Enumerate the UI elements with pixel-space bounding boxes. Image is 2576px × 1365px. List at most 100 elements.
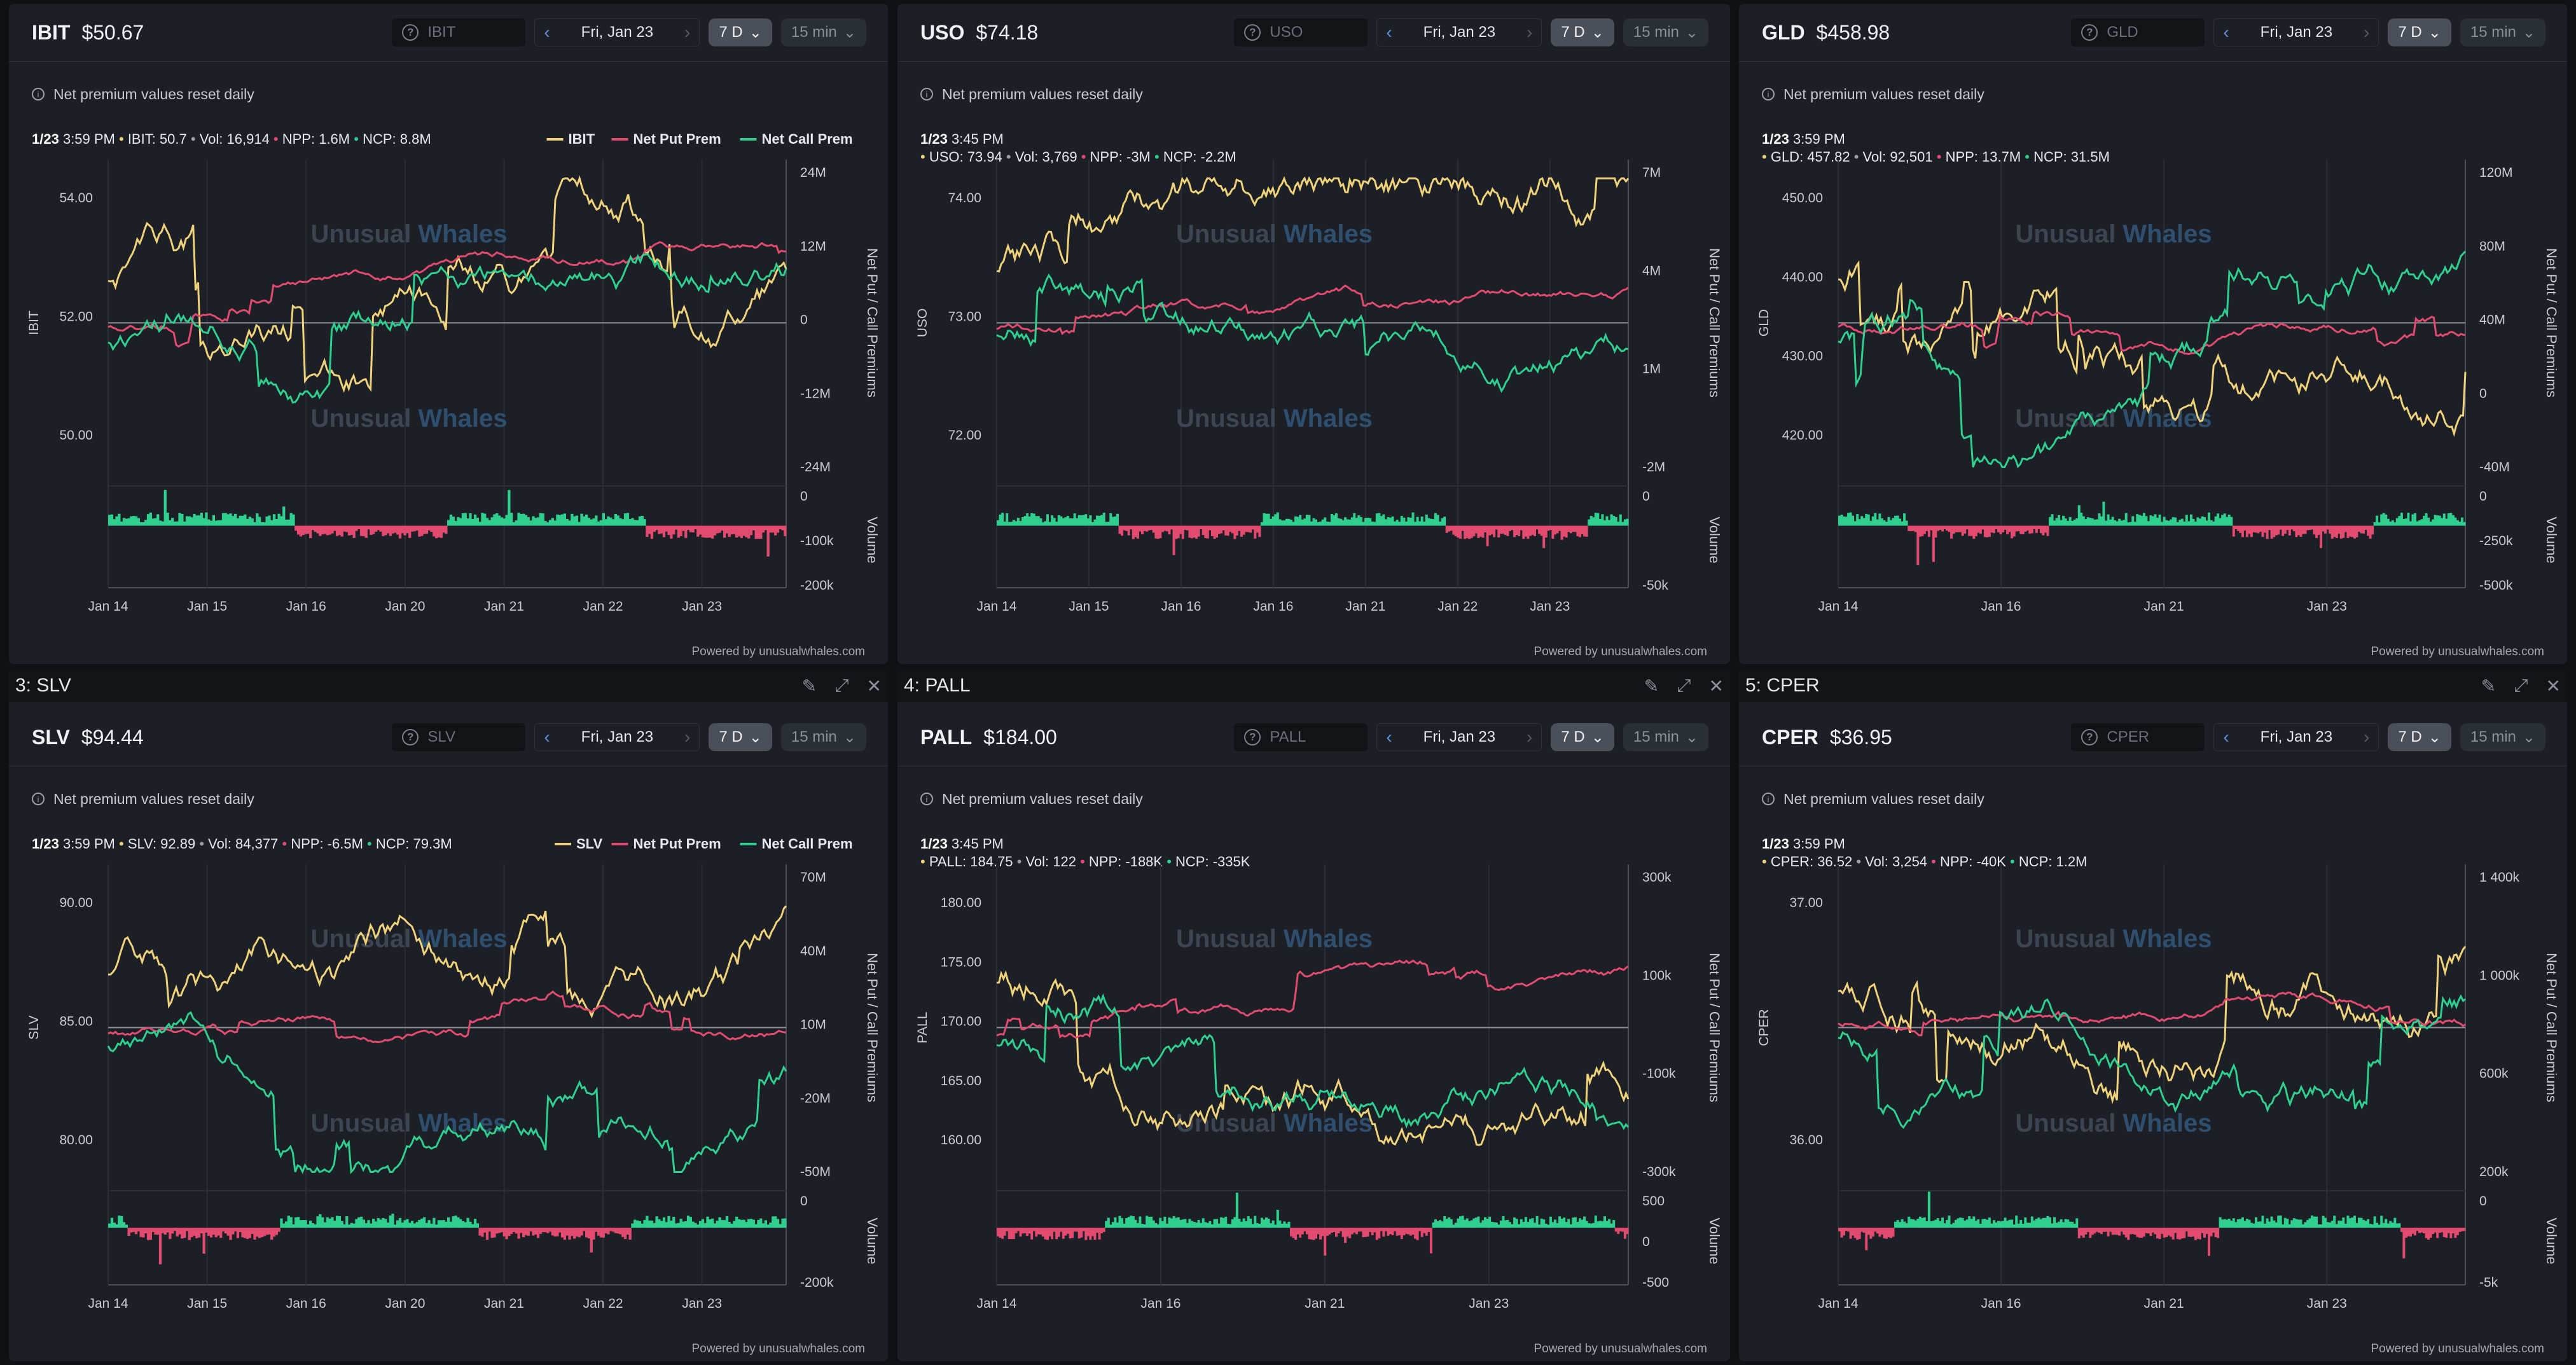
volume-bar [2432,519,2435,526]
range-select[interactable]: 7 D ⌄ [2388,18,2451,46]
price-premium-chart[interactable]: 1/23 3:59 PM • SLV: 92.89 • Vol: 84,377 … [9,669,888,1361]
volume-bar [2315,1216,2318,1228]
volume-bar [2012,1224,2016,1228]
close-icon[interactable]: ✕ [2545,676,2561,696]
net-call-series[interactable] [107,253,787,404]
hover-tooltip: 1/23 3:59 PM• CPER: 36.52 • Vol: 3,254 •… [1762,836,2087,870]
date-picker[interactable]: ‹ Fri, Jan 23 › [2213,18,2379,46]
watermark-text: Unusual Whales [2016,220,2212,248]
price-dot: • [115,836,128,852]
chevron-right-icon[interactable]: › [2364,727,2370,747]
legend-item[interactable]: Net Put Prem [634,131,721,147]
volume-bar [2176,1228,2179,1239]
net-call-series[interactable] [107,1011,787,1175]
range-select[interactable]: 7 D ⌄ [709,18,772,46]
price-series[interactable] [996,970,1630,1146]
edit-icon[interactable]: ✎ [2481,676,2496,696]
net-put-series[interactable] [996,959,1629,1039]
volume-bar [1464,1219,1467,1228]
close-icon[interactable]: ✕ [1708,676,1724,696]
interval-select[interactable]: 15 min ⌄ [780,723,866,751]
interval-select[interactable]: 15 min ⌄ [1623,723,1708,751]
expand-icon[interactable]: ⤢ [2514,675,2528,695]
price-series[interactable] [107,175,787,393]
x-tick-label: Jan 23 [1530,599,1570,614]
range-select[interactable]: 7 D ⌄ [709,723,772,751]
date-picker[interactable]: ‹ Fri, Jan 23 › [1376,723,1542,751]
chevron-right-icon[interactable]: › [1527,727,1533,747]
price-series[interactable] [996,176,1630,273]
net-put-series[interactable] [107,240,787,348]
chevron-left-icon[interactable]: ‹ [2223,22,2229,42]
legend-item[interactable]: Net Call Prem [762,131,853,147]
volume-bar [616,515,620,526]
net-call-series[interactable] [996,993,1630,1130]
volume-bar [2180,518,2184,526]
net-put-series[interactable] [1838,310,2466,356]
volume-bar [611,519,615,526]
price-premium-chart[interactable]: 1/23 3:59 PM• GLD: 457.82 • Vol: 92,501 … [1739,4,2567,664]
put-dot: • [1933,149,1946,165]
chevron-left-icon[interactable]: ‹ [2223,727,2229,747]
volume-bar [415,1222,419,1228]
net-call-series[interactable] [1838,994,2466,1129]
interval-select[interactable]: 15 min ⌄ [2460,723,2545,751]
expand-icon[interactable]: ⤢ [1677,675,1691,695]
legend-item[interactable]: Net Call Prem [762,836,853,852]
volume-bar [1488,1216,1492,1228]
date-picker[interactable]: ‹ Fri, Jan 23 › [1376,18,1542,46]
net-call-series[interactable] [1838,251,2467,469]
interval-select[interactable]: 15 min ⌄ [780,18,866,46]
volume-bar [142,1228,145,1238]
volume-bar [195,1228,198,1238]
price-premium-chart[interactable]: 1/23 3:45 PM• PALL: 184.75 • Vol: 122 • … [897,669,1730,1361]
date-picker[interactable]: ‹ Fri, Jan 23 › [2213,723,2379,751]
date-picker[interactable]: ‹ Fri, Jan 23 › [534,723,700,751]
chevron-left-icon[interactable]: ‹ [544,727,550,747]
x-tick-label: Jan 21 [484,599,524,614]
hover-tooltip: 1/23 3:45 PM• USO: 73.94 • Vol: 3,769 • … [920,131,1236,165]
chevron-left-icon[interactable]: ‹ [1386,22,1392,42]
volume-bar [323,1222,327,1228]
range-select[interactable]: 7 D ⌄ [2388,723,2451,751]
chevron-left-icon[interactable]: ‹ [1386,727,1392,747]
price-series[interactable] [1838,260,2467,437]
edit-icon[interactable]: ✎ [1644,676,1659,696]
price-series[interactable] [107,905,787,1019]
volume-bar [425,525,428,534]
range-select[interactable]: 7 D ⌄ [1551,723,1614,751]
price-premium-chart[interactable]: 1/23 3:59 PM • IBIT: 50.7 • Vol: 16,914 … [9,4,888,664]
legend-item[interactable]: SLV [576,836,602,852]
price-premium-chart[interactable]: 1/23 3:45 PM• USO: 73.94 • Vol: 3,769 • … [897,4,1730,664]
date-picker[interactable]: ‹ Fri, Jan 23 › [534,18,700,46]
net-put-series[interactable] [1838,991,2466,1037]
net-put-series[interactable] [996,284,1629,336]
price-premium-chart[interactable]: 1/23 3:59 PM• CPER: 36.52 • Vol: 3,254 •… [1739,669,2567,1361]
legend-item[interactable]: Net Put Prem [634,836,721,852]
volume-bar [667,525,670,536]
chevron-left-icon[interactable]: ‹ [544,22,550,42]
edit-icon[interactable]: ✎ [801,676,817,696]
close-icon[interactable]: ✕ [866,676,882,696]
chevron-right-icon[interactable]: › [2364,22,2370,42]
ticker-search-input[interactable]: ? PALL [1234,723,1368,751]
ticker-search-input[interactable]: ? CPER [2071,723,2205,751]
volume-bar [1518,1224,1521,1228]
ticker-search-input[interactable]: ? IBIT [392,18,526,46]
chevron-right-icon[interactable]: › [1527,22,1533,42]
chevron-right-icon[interactable]: › [684,727,691,747]
ticker-search-input[interactable]: ? SLV [392,723,526,751]
ticker-search-input[interactable]: ? USO [1234,18,1368,46]
net-put-series[interactable] [107,990,787,1044]
chevron-right-icon[interactable]: › [684,22,691,42]
price-series[interactable] [1838,946,2467,1104]
net-call-series[interactable] [996,274,1629,393]
volume-bar [1588,519,1591,526]
expand-icon[interactable]: ⤢ [834,675,849,695]
legend-item[interactable]: IBIT [569,131,595,147]
ticker-search-input[interactable]: ? GLD [2071,18,2205,46]
interval-select[interactable]: 15 min ⌄ [1623,18,1708,46]
volume-bar [2329,525,2332,534]
range-select[interactable]: 7 D ⌄ [1551,18,1614,46]
interval-select[interactable]: 15 min ⌄ [2460,18,2545,46]
